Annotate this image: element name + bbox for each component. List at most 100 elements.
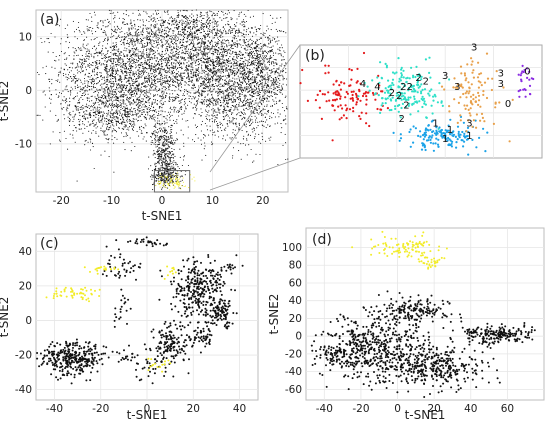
scatter-point <box>125 62 127 65</box>
scatter-point <box>115 98 117 100</box>
scatter-point <box>152 134 154 136</box>
scatter-point <box>114 44 116 46</box>
scatter-point <box>250 54 252 56</box>
scatter-point <box>261 67 263 69</box>
scatter-point <box>152 115 154 117</box>
scatter-point <box>110 105 112 107</box>
scatter-point <box>55 79 57 82</box>
scatter-point <box>200 85 202 88</box>
scatter-point <box>283 110 286 112</box>
scatter-point <box>133 92 135 94</box>
scatter-point <box>241 102 244 104</box>
scatter-point <box>196 57 198 59</box>
scatter-point <box>155 60 157 62</box>
scatter-point <box>114 73 116 76</box>
scatter-point <box>200 124 202 126</box>
scatter-point <box>205 61 207 63</box>
scatter-point <box>165 58 167 60</box>
scatter-point <box>66 89 68 91</box>
scatter-point <box>231 157 234 159</box>
scatter-point <box>141 83 143 85</box>
scatter-point <box>204 58 206 60</box>
scatter-point <box>185 120 187 122</box>
scatter-point <box>135 53 137 55</box>
scatter-point <box>285 62 287 64</box>
scatter-point <box>227 32 230 34</box>
scatter-point <box>223 59 225 61</box>
scatter-point <box>41 41 43 44</box>
scatter-point <box>107 124 109 126</box>
scatter-point <box>243 47 245 49</box>
scatter-point <box>77 87 79 89</box>
scatter-point <box>187 72 189 74</box>
scatter-point <box>213 74 215 76</box>
scatter-point <box>66 100 68 103</box>
scatter-point <box>244 97 246 99</box>
scatter-point <box>131 41 133 43</box>
scatter-point <box>141 46 143 48</box>
scatter-point <box>173 81 175 84</box>
scatter-point <box>101 86 103 88</box>
scatter-point <box>215 102 217 104</box>
scatter-point <box>205 117 208 119</box>
scatter-point <box>238 84 240 86</box>
scatter-point <box>65 41 67 43</box>
scatter-point <box>124 68 126 70</box>
scatter-point <box>191 77 193 79</box>
scatter-point <box>124 85 126 87</box>
scatter-point <box>143 63 145 65</box>
scatter-point <box>121 31 123 33</box>
scatter-point <box>219 127 222 129</box>
scatter-point <box>93 124 95 126</box>
scatter-point <box>122 95 124 97</box>
scatter-point <box>215 120 218 123</box>
scatter-point <box>88 62 91 64</box>
scatter-point <box>153 78 156 81</box>
scatter-point <box>205 21 207 23</box>
scatter-point <box>107 87 109 89</box>
scatter-point <box>129 33 131 35</box>
scatter-point <box>105 102 108 104</box>
scatter-point <box>143 111 146 113</box>
scatter-point <box>166 62 168 64</box>
scatter-point <box>139 26 141 28</box>
scatter-point <box>115 38 117 40</box>
scatter-point <box>122 86 124 88</box>
scatter-point <box>146 85 148 88</box>
scatter-point <box>216 57 218 59</box>
scatter-point <box>77 106 79 108</box>
scatter-point <box>161 83 163 85</box>
scatter-point <box>161 104 163 106</box>
scatter-point <box>137 90 139 92</box>
scatter-point <box>165 65 167 67</box>
scatter-point <box>173 111 175 113</box>
scatter-point <box>84 85 87 87</box>
scatter-point <box>227 89 229 91</box>
scatter-point <box>226 88 228 90</box>
scatter-point <box>184 99 186 101</box>
scatter-point <box>222 72 225 74</box>
scatter-point <box>91 20 93 22</box>
scatter-point <box>150 41 152 43</box>
scatter-point <box>129 23 131 25</box>
scatter-point <box>234 90 236 92</box>
scatter-point <box>121 89 123 91</box>
scatter-point <box>155 34 157 36</box>
scatter-point <box>138 72 140 74</box>
scatter-point <box>132 85 134 87</box>
scatter-point <box>215 80 217 82</box>
scatter-point <box>105 105 107 107</box>
scatter-point <box>125 132 127 134</box>
scatter-point <box>187 40 189 42</box>
scatter-point <box>103 77 105 79</box>
scatter-point <box>222 135 224 137</box>
scatter-point <box>164 116 166 118</box>
scatter-point <box>109 111 111 113</box>
scatter-point <box>244 113 247 115</box>
scatter-point <box>124 47 126 49</box>
scatter-point <box>93 107 95 109</box>
scatter-point <box>116 87 118 89</box>
scatter-point <box>254 115 256 117</box>
scatter-point <box>164 50 167 52</box>
scatter-point <box>207 28 209 30</box>
